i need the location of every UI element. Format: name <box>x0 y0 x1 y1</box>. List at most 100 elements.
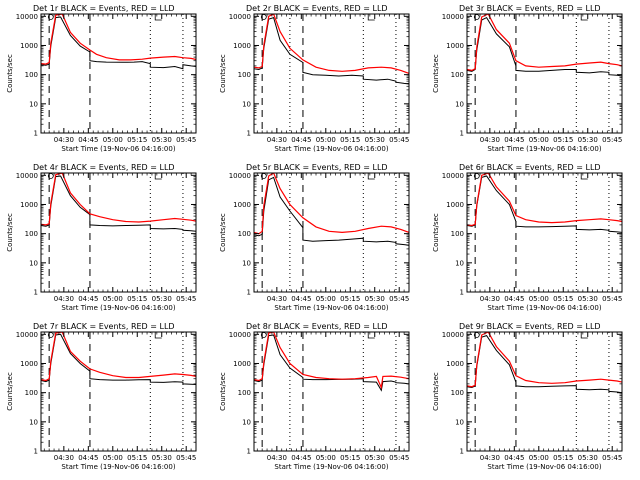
events-series-line <box>254 16 409 85</box>
x-tick-label: 04:30 <box>54 136 74 144</box>
x-tick-label: 05:30 <box>365 136 385 144</box>
x-axis-label: Start Time (19-Nov-06 04:16:00) <box>487 463 601 471</box>
y-tick-label: 100 <box>238 230 251 238</box>
events-series-line <box>467 175 622 233</box>
x-tick-label: 04:45 <box>78 454 98 462</box>
x-tick-label: 05:45 <box>602 295 622 303</box>
lld-series-line <box>41 14 196 65</box>
x-tick-label: 05:45 <box>176 454 196 462</box>
x-tick-label: 05:30 <box>152 454 172 462</box>
panel-title: Det 3r BLACK = Events, RED = LLD <box>459 4 601 13</box>
y-tick-label: 100 <box>238 389 251 397</box>
x-tick-label: 04:30 <box>480 295 500 303</box>
y-tick-label: 1000 <box>233 360 251 368</box>
lld-series-line <box>254 173 409 235</box>
x-axis-label: Start Time (19-Nov-06 04:16:00) <box>274 304 388 312</box>
y-tick-label: 10000 <box>16 172 38 180</box>
x-tick-label: 04:30 <box>267 136 287 144</box>
x-tick-label: 04:30 <box>54 454 74 462</box>
panel-title: Det 2r BLACK = Events, RED = LLD <box>246 4 388 13</box>
top-bracket-marker <box>367 173 375 180</box>
y-axis-label: Counts/sec <box>6 213 14 252</box>
y-tick-label: 1 <box>34 130 38 138</box>
y-tick-label: 100 <box>238 71 251 79</box>
top-bracket-marker <box>154 173 162 180</box>
y-tick-label: 10 <box>455 418 464 426</box>
chart-panel-3: Det 3r BLACK = Events, RED = LLD 1 10 100 10… <box>432 4 623 153</box>
y-tick-label: 10000 <box>229 331 251 339</box>
x-tick-label: 05:15 <box>553 136 573 144</box>
chart-panel-6: Det 6r BLACK = Events, RED = LLD 1 10 100 10… <box>432 163 623 312</box>
panel-title: Det 8r BLACK = Events, RED = LLD <box>246 322 388 331</box>
events-series-line <box>254 176 409 246</box>
x-axis-label: Start Time (19-Nov-06 04:16:00) <box>61 463 175 471</box>
x-tick-label: 04:45 <box>504 136 524 144</box>
x-tick-label: 05:00 <box>103 295 123 303</box>
x-tick-label: 05:15 <box>553 454 573 462</box>
top-bracket-marker <box>580 14 588 21</box>
x-tick-label: 05:30 <box>152 136 172 144</box>
panel-title: Det 1r BLACK = Events, RED = LLD <box>33 4 175 13</box>
x-tick-label: 04:45 <box>291 295 311 303</box>
y-tick-label: 100 <box>25 230 38 238</box>
x-tick-label: 05:45 <box>389 454 409 462</box>
x-tick-label: 04:45 <box>504 295 524 303</box>
y-axis-label: Counts/sec <box>432 372 440 411</box>
y-tick-label: 100 <box>451 230 464 238</box>
lld-series-line <box>41 332 196 382</box>
y-tick-label: 10000 <box>229 13 251 21</box>
y-tick-label: 1 <box>247 289 251 297</box>
x-tick-label: 05:30 <box>578 136 598 144</box>
y-tick-label: 1000 <box>446 201 464 209</box>
y-tick-label: 10 <box>29 418 38 426</box>
chart-panel-1: Det 1r BLACK = Events, RED = LLD 1 10 100 10… <box>6 4 197 153</box>
y-tick-label: 1000 <box>20 201 38 209</box>
x-tick-label: 05:15 <box>553 295 573 303</box>
plot-frame <box>253 172 410 293</box>
panel-title: Det 6r BLACK = Events, RED = LLD <box>459 163 601 172</box>
plot-frame <box>466 331 623 452</box>
y-tick-label: 1 <box>460 289 464 297</box>
y-tick-label: 10 <box>455 259 464 267</box>
x-axis-label: Start Time (19-Nov-06 04:16:00) <box>274 145 388 153</box>
y-tick-label: 10 <box>455 100 464 108</box>
top-bracket-marker <box>580 332 588 339</box>
y-axis-label: Counts/sec <box>219 213 227 252</box>
x-tick-label: 05:00 <box>316 136 336 144</box>
x-tick-label: 05:00 <box>316 295 336 303</box>
panel-title: Det 5r BLACK = Events, RED = LLD <box>246 163 388 172</box>
x-tick-label: 05:45 <box>602 136 622 144</box>
panel-title: Det 9r BLACK = Events, RED = LLD <box>459 322 601 331</box>
plot-frame <box>466 172 623 293</box>
x-tick-label: 04:45 <box>291 136 311 144</box>
x-tick-label: 04:30 <box>480 454 500 462</box>
y-axis-label: Counts/sec <box>219 372 227 411</box>
y-tick-label: 10000 <box>442 172 464 180</box>
x-tick-label: 05:00 <box>529 136 549 144</box>
y-tick-label: 1000 <box>233 201 251 209</box>
x-tick-label: 04:30 <box>480 136 500 144</box>
plot-frame <box>253 13 410 134</box>
x-axis-label: Start Time (19-Nov-06 04:16:00) <box>487 145 601 153</box>
y-axis-label: Counts/sec <box>6 54 14 93</box>
x-tick-label: 05:00 <box>103 136 123 144</box>
y-tick-label: 100 <box>25 389 38 397</box>
y-tick-label: 1000 <box>446 42 464 50</box>
x-tick-label: 05:30 <box>365 295 385 303</box>
plot-frame <box>40 331 197 452</box>
y-tick-label: 1 <box>34 289 38 297</box>
events-series-line <box>254 334 409 392</box>
x-tick-label: 04:30 <box>267 454 287 462</box>
events-series-line <box>467 335 622 394</box>
chart-panel-4: Det 4r BLACK = Events, RED = LLD 1 10 100 10… <box>6 163 197 312</box>
chart-panel-5: Det 5r BLACK = Events, RED = LLD 1 10 100 10… <box>219 163 410 312</box>
top-bracket-marker <box>580 173 588 180</box>
x-tick-label: 05:15 <box>127 295 147 303</box>
panel-title: Det 7r BLACK = Events, RED = LLD <box>33 322 175 331</box>
y-axis-label: Counts/sec <box>432 54 440 93</box>
x-tick-label: 04:45 <box>78 295 98 303</box>
lld-series-line <box>467 14 622 72</box>
y-tick-label: 10000 <box>229 172 251 180</box>
x-tick-label: 05:45 <box>176 295 196 303</box>
y-tick-label: 1 <box>34 448 38 456</box>
